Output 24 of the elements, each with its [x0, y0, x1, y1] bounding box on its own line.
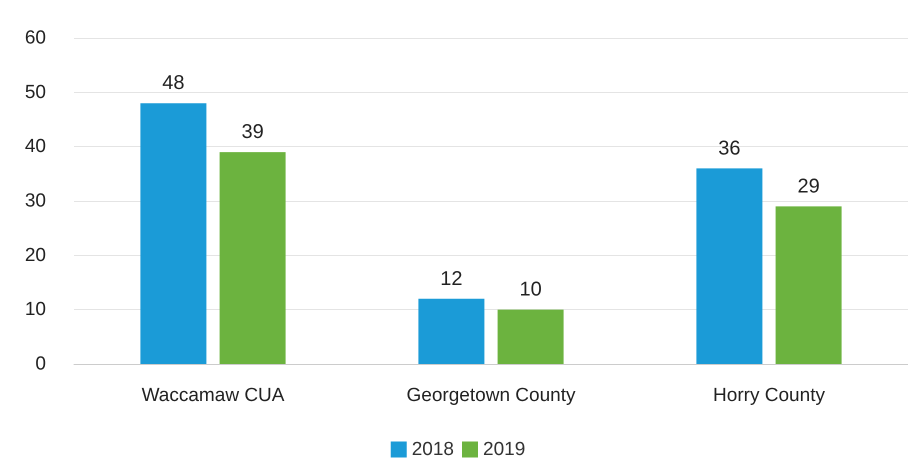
bar — [776, 206, 842, 364]
legend-label: 2019 — [483, 439, 526, 460]
y-tick-label: 20 — [24, 244, 46, 266]
bar — [140, 103, 206, 364]
x-tick-label: Horry County — [713, 385, 826, 406]
data-label: 48 — [162, 72, 185, 94]
data-label: 36 — [718, 137, 741, 160]
bar — [498, 310, 564, 364]
legend-label: 2018 — [412, 439, 454, 460]
y-tick-label: 10 — [24, 299, 46, 320]
y-tick-label: 40 — [24, 136, 46, 158]
bar — [418, 298, 484, 364]
y-tick-label: 30 — [24, 190, 46, 212]
y-tick-label: 0 — [35, 354, 46, 374]
data-label: 12 — [440, 268, 463, 290]
x-tick-label: Waccamaw CUA — [142, 385, 285, 406]
data-label: 29 — [797, 175, 820, 198]
y-tick-label: 60 — [24, 28, 46, 48]
data-label: 39 — [241, 121, 264, 144]
x-tick-label: Georgetown County — [406, 385, 576, 406]
bar — [220, 152, 286, 364]
data-label: 10 — [519, 278, 542, 301]
y-tick-label: 50 — [24, 82, 46, 103]
bar — [696, 168, 762, 364]
